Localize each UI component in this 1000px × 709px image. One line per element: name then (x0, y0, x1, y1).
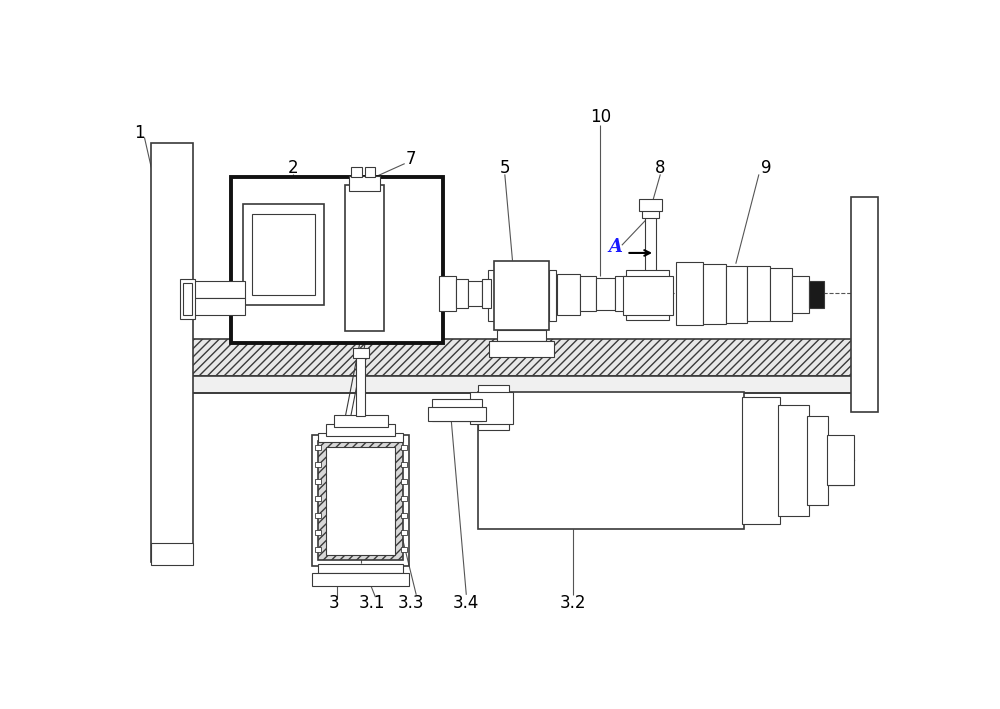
Bar (742, 397, 780, 524)
Text: 7: 7 (406, 150, 416, 168)
Bar (470, 391, 512, 424)
Bar (315, 530, 321, 535)
Bar (615, 276, 626, 311)
Bar (489, 342, 554, 357)
Bar (365, 167, 375, 177)
Bar (183, 283, 192, 316)
Text: 3: 3 (329, 593, 339, 612)
Bar (432, 399, 482, 421)
Bar (345, 185, 384, 332)
Bar (494, 261, 549, 330)
Bar (642, 208, 659, 218)
Bar (626, 270, 669, 320)
Text: 1: 1 (134, 124, 144, 142)
Bar (827, 435, 854, 486)
Bar (252, 214, 315, 294)
Bar (488, 270, 494, 320)
Bar (315, 479, 321, 484)
Bar (349, 176, 380, 191)
Bar (401, 462, 407, 467)
Text: 8: 8 (655, 160, 666, 177)
Text: 3.3: 3.3 (398, 593, 424, 612)
Bar (778, 405, 809, 516)
Bar (428, 407, 486, 421)
Bar (726, 266, 747, 323)
Bar (174, 376, 867, 393)
Bar (401, 547, 407, 552)
Bar (243, 204, 324, 305)
Text: 10: 10 (590, 108, 611, 126)
Bar (401, 530, 407, 535)
Bar (809, 281, 824, 308)
Bar (623, 276, 673, 315)
Bar (174, 339, 867, 376)
Bar (497, 330, 546, 342)
Bar (439, 276, 456, 311)
Bar (851, 196, 878, 413)
Bar (151, 543, 193, 565)
Bar (315, 547, 321, 552)
Bar (792, 276, 809, 313)
Bar (151, 143, 193, 562)
Bar (596, 278, 615, 310)
Bar (326, 424, 395, 436)
Text: 3.4: 3.4 (453, 593, 479, 612)
Bar (807, 416, 828, 505)
Bar (315, 496, 321, 501)
Bar (639, 199, 662, 211)
Bar (549, 270, 556, 320)
Bar (315, 513, 321, 518)
Bar (401, 513, 407, 518)
Bar (478, 386, 509, 430)
Bar (193, 281, 245, 298)
Bar (557, 274, 580, 316)
Text: 3.2: 3.2 (559, 593, 586, 612)
Bar (482, 279, 491, 308)
Bar (456, 279, 468, 308)
Bar (401, 479, 407, 484)
Bar (193, 298, 245, 316)
Bar (312, 574, 409, 586)
Bar (315, 445, 321, 450)
Bar (356, 354, 365, 416)
Bar (500, 276, 543, 315)
Bar (401, 496, 407, 501)
Text: 5: 5 (500, 160, 510, 177)
Bar (315, 462, 321, 467)
Bar (318, 441, 403, 560)
Bar (645, 214, 656, 272)
Bar (353, 348, 369, 357)
Bar (747, 266, 770, 321)
Bar (180, 279, 195, 319)
Text: 2: 2 (288, 160, 298, 177)
Bar (401, 445, 407, 450)
Bar (326, 447, 395, 554)
Bar (676, 262, 703, 325)
Text: 3.1: 3.1 (359, 593, 386, 612)
Text: 9: 9 (761, 160, 772, 177)
Bar (231, 177, 443, 343)
Bar (312, 435, 409, 566)
Bar (318, 564, 403, 574)
Bar (703, 264, 726, 324)
Bar (318, 433, 403, 442)
Bar (351, 167, 362, 177)
Bar (334, 415, 388, 427)
Bar (478, 391, 744, 529)
Text: A: A (608, 238, 622, 256)
Bar (580, 276, 596, 311)
Bar (468, 281, 482, 306)
Bar (770, 268, 792, 320)
